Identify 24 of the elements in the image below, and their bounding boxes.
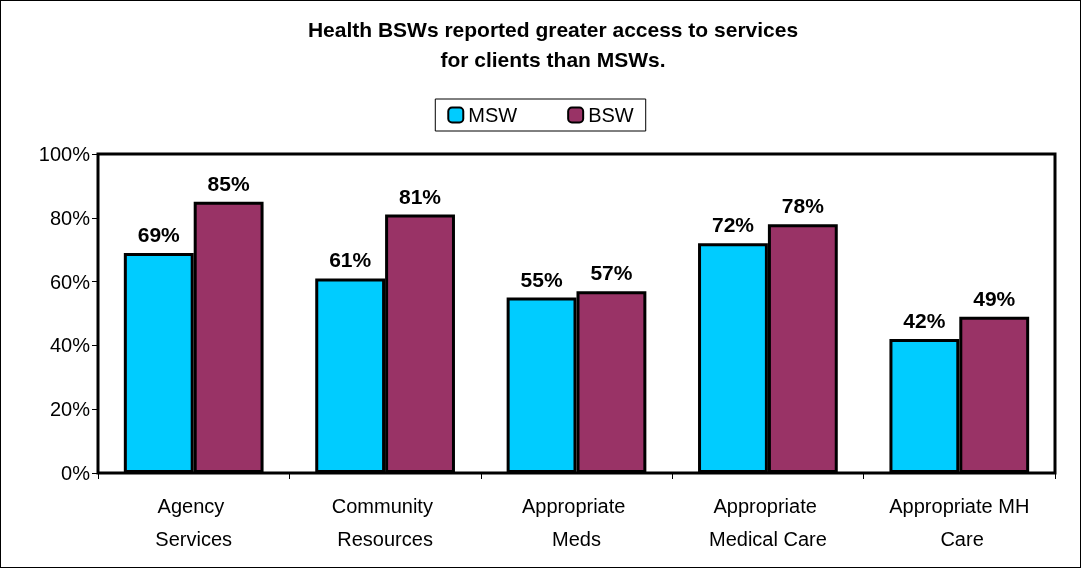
data-label: 49%	[973, 286, 1016, 310]
data-label: 72%	[711, 213, 755, 237]
y-tick-label: 0%	[61, 462, 91, 484]
legend-label: BSW	[588, 104, 634, 126]
y-tick-label: 80%	[49, 206, 91, 229]
legend-label: MSW	[468, 104, 518, 126]
data-label: 78%	[781, 194, 825, 218]
data-label: 61%	[329, 248, 372, 272]
y-tick-label: 100%	[38, 143, 91, 165]
data-label: 57%	[590, 261, 633, 285]
x-tick-label: Agency Services	[155, 494, 233, 550]
data-label: 55%	[520, 267, 563, 291]
data-label: 69%	[137, 222, 181, 246]
chart-title: Health BSWs reported greater access to services for clients than MSWs.	[307, 17, 799, 71]
y-tick-label: 40%	[49, 334, 91, 357]
data-label: 85%	[207, 171, 250, 195]
x-tick-label: Community Resources	[331, 494, 439, 550]
data-label: 42%	[903, 309, 946, 333]
y-tick-label: 20%	[49, 398, 91, 421]
x-tick-label: Appropriate Medical Care	[708, 494, 827, 550]
x-tick-label: Appropriate Meds	[522, 494, 631, 550]
y-tick-label: 60%	[49, 270, 91, 293]
data-label: 81%	[399, 184, 442, 208]
x-tick-label: Appropriate MH Care	[889, 494, 1030, 550]
